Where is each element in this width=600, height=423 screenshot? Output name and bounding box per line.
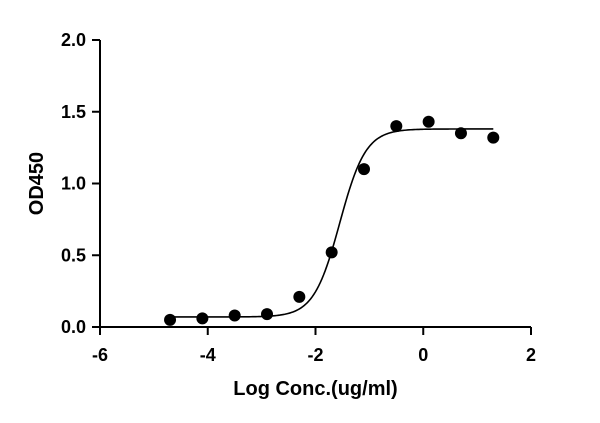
data-point [454, 127, 467, 140]
y-tick-label: 1.5 [61, 102, 86, 122]
y-tick-label: 0.5 [61, 245, 86, 265]
data-point [422, 115, 435, 128]
y-axis-title: OD450 [26, 152, 48, 215]
data-point [293, 290, 306, 303]
x-tick-label: -2 [307, 345, 323, 365]
x-axis-title: Log Conc.(ug/ml) [233, 378, 397, 400]
data-points [164, 115, 500, 326]
data-point [164, 313, 177, 326]
data-point [261, 308, 274, 321]
data-point [196, 312, 209, 325]
data-point [487, 131, 500, 144]
data-point [325, 246, 338, 259]
fit-curve [170, 128, 494, 318]
y-tick-label: 1.0 [61, 174, 86, 194]
x-tick-label: -4 [200, 345, 216, 365]
x-axis-ticks: -6 -4 -2 0 2 [92, 327, 536, 365]
y-tick-label: 0.0 [61, 317, 86, 337]
x-tick-label: 0 [418, 345, 428, 365]
data-point [228, 309, 241, 322]
data-point [390, 120, 403, 133]
y-axis-ticks: 0.0 0.5 1.0 1.5 2.0 [61, 30, 100, 337]
y-tick-label: 2.0 [61, 30, 86, 50]
axes [99, 40, 531, 328]
data-point [357, 163, 370, 176]
x-tick-label: 2 [526, 345, 536, 365]
x-tick-label: -6 [92, 345, 108, 365]
